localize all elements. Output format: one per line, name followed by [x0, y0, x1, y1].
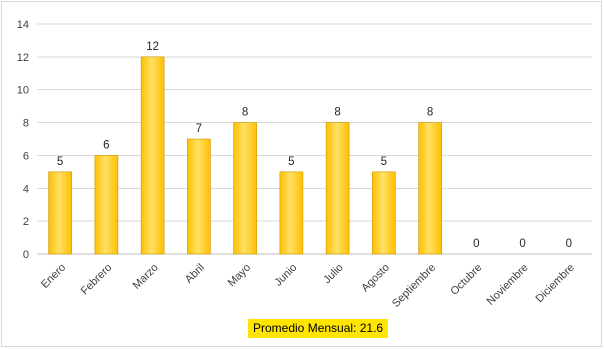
data-label-septiembre: 8 — [427, 107, 433, 119]
category-label-septiembre: Septiembre — [390, 262, 438, 310]
bar-mayo — [233, 122, 257, 255]
bar-agosto — [372, 171, 396, 255]
data-label-marzo: 12 — [146, 41, 159, 53]
y-tick-label: 2 — [23, 216, 29, 228]
category-label-noviembre: Noviembre — [485, 262, 531, 308]
data-label-mayo: 8 — [242, 107, 248, 119]
y-tick-label: 10 — [17, 85, 29, 97]
y-tick-label: 14 — [17, 19, 29, 31]
category-label-febrero: Febrero — [79, 262, 115, 298]
gridlines — [37, 23, 592, 255]
y-tick-label: 4 — [23, 183, 29, 195]
bars — [48, 56, 442, 255]
bar-marzo — [140, 56, 165, 255]
category-label-julio: Julio — [321, 262, 345, 286]
bar-febrero — [94, 155, 119, 255]
bar-enero — [48, 171, 72, 255]
y-tick-label: 6 — [23, 150, 29, 162]
bar-abril — [187, 138, 211, 255]
data-label-abril: 7 — [196, 123, 202, 135]
data-labels: 5 6 12 7 8 5 8 5 8 0 0 0 — [57, 41, 572, 250]
y-tick-label: 12 — [17, 52, 29, 64]
bar-septiembre — [418, 122, 442, 255]
y-tick-label: 0 — [23, 249, 29, 261]
data-label-enero: 5 — [57, 156, 63, 168]
data-label-agosto: 5 — [381, 156, 387, 168]
y-tick-label: 8 — [23, 118, 29, 130]
monthly-average-annotation: Promedio Mensual: 21.6 — [248, 319, 389, 338]
data-label-noviembre: 0 — [519, 238, 525, 250]
data-label-diciembre: 0 — [566, 238, 572, 250]
bar-junio — [279, 171, 304, 255]
category-label-marzo: Marzo — [131, 262, 161, 292]
category-label-mayo: Mayo — [226, 262, 254, 290]
y-axis-tick-labels: 0 2 4 6 8 10 12 14 — [17, 19, 29, 261]
data-label-junio: 5 — [288, 156, 294, 168]
bar-julio — [325, 122, 350, 255]
data-label-febrero: 6 — [103, 139, 109, 151]
category-label-octubre: Octubre — [448, 262, 484, 298]
category-label-abril: Abril — [183, 262, 207, 286]
x-axis-category-labels: Enero Febrero Marzo Abril Mayo Junio Julio Agos… — [39, 262, 577, 310]
category-label-diciembre: Diciembre — [533, 262, 576, 305]
data-label-julio: 8 — [334, 107, 340, 119]
category-label-agosto: Agosto — [359, 262, 392, 295]
data-label-octubre: 0 — [473, 238, 479, 250]
category-label-junio: Junio — [272, 262, 299, 289]
category-label-enero: Enero — [39, 262, 68, 291]
